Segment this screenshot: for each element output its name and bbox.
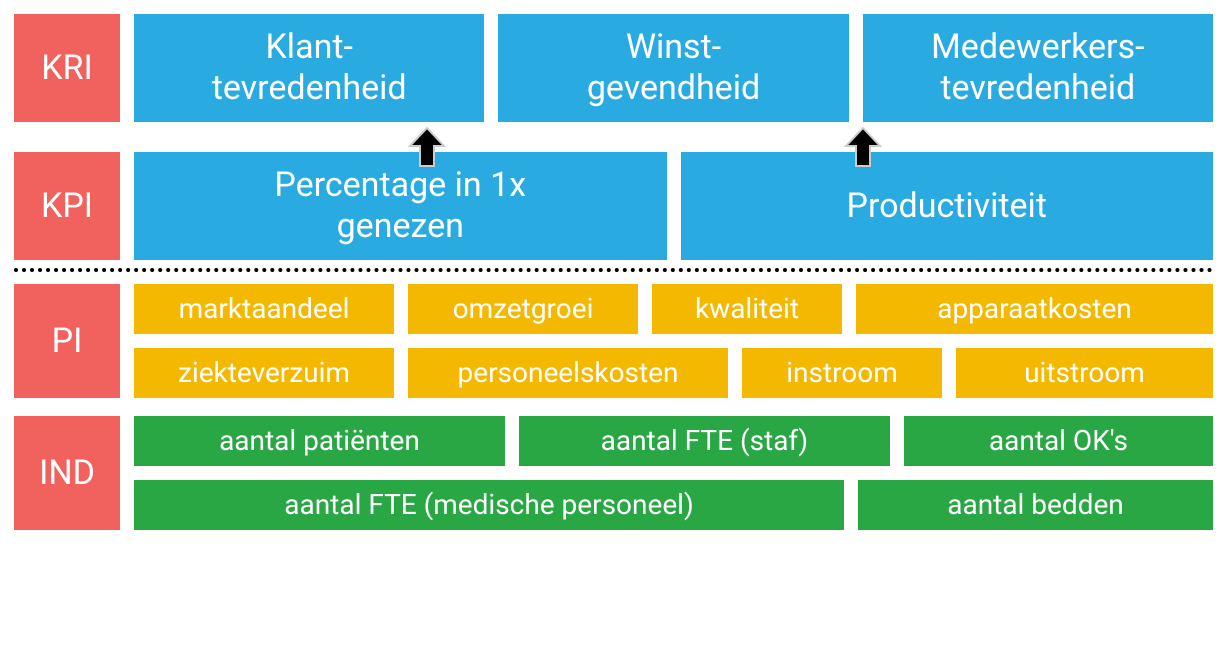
kpi-label: KPI [14,152,120,260]
pi-ziekteverzuim-text: ziekteverzuim [178,356,350,390]
ind-label: IND [14,416,120,530]
ind-patienten: aantal patiënten [134,416,505,466]
ind-fte-staf-text: aantal FTE (staf) [601,424,809,458]
pi-ziekteverzuim: ziekteverzuim [134,348,394,398]
pi-group: PI marktaandeel omzetgroei kwaliteit app… [0,284,1227,398]
kpi-row: KPI Percentage in 1xgenezen Productivite… [0,152,1227,260]
pi-marktaandeel-text: marktaandeel [179,292,350,326]
ind-oks-text: aantal OK's [989,424,1128,458]
kpi-text-percentage: Percentage in 1xgenezen [274,165,526,247]
ind-oks: aantal OK's [904,416,1213,466]
kri-text-medewerkers: Medewerkers-tevredenheid [931,27,1144,109]
ind-fte-staf: aantal FTE (staf) [519,416,890,466]
pi-apparaatkosten-text: apparaatkosten [937,292,1132,326]
ind-fte-medisch: aantal FTE (medische personeel) [134,480,844,530]
ind-bedden-text: aantal bedden [947,488,1124,522]
kri-row: KRI Klant-tevredenheid Winst-gevendheid … [0,14,1227,122]
pi-uitstroom: uitstroom [956,348,1213,398]
pi-marktaandeel: marktaandeel [134,284,394,334]
kri-label: KRI [14,14,120,122]
pi-label: PI [14,284,120,398]
pi-uitstroom-text: uitstroom [1024,356,1145,390]
pi-kwaliteit: kwaliteit [652,284,842,334]
kpi-box-productiviteit: Productiviteit [681,152,1214,260]
kpi-text-productiviteit: Productiviteit [847,186,1047,227]
kri-box-winst: Winst-gevendheid [498,14,848,122]
dotted-divider [14,268,1213,272]
ind-fte-medisch-text: aantal FTE (medische personeel) [284,488,694,522]
kri-text-klant: Klant-tevredenheid [212,27,407,109]
kri-box-klant: Klant-tevredenheid [134,14,484,122]
ind-patienten-text: aantal patiënten [219,424,420,458]
pi-kwaliteit-text: kwaliteit [695,292,799,326]
pi-instroom: instroom [742,348,942,398]
ind-group: IND aantal patiënten aantal FTE (staf) a… [0,416,1227,530]
pi-personeelskosten-text: personeelskosten [458,356,679,390]
pi-omzetgroei: omzetgroei [408,284,638,334]
pi-instroom-text: instroom [786,356,898,390]
ind-bedden: aantal bedden [858,480,1213,530]
kpi-box-percentage: Percentage in 1xgenezen [134,152,667,260]
pi-omzetgroei-text: omzetgroei [453,292,594,326]
pi-apparaatkosten: apparaatkosten [856,284,1213,334]
pi-personeelskosten: personeelskosten [408,348,728,398]
kri-box-medewerkers: Medewerkers-tevredenheid [863,14,1213,122]
kri-text-winst: Winst-gevendheid [587,27,760,109]
